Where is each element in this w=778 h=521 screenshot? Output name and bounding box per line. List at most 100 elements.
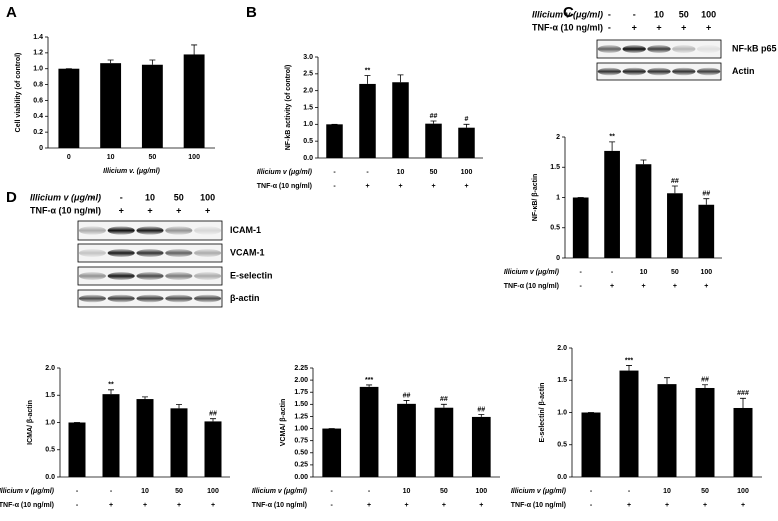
error-bar bbox=[107, 59, 114, 64]
y-tick-label: 2.0 bbox=[557, 345, 567, 352]
error-bar bbox=[364, 75, 371, 84]
treatment-value: - bbox=[333, 183, 336, 190]
y-tick-label: 0.6 bbox=[33, 97, 43, 104]
treatment-value: + bbox=[741, 502, 745, 509]
y-tick-label: 2.0 bbox=[45, 365, 55, 372]
y-tick-label: 1.2 bbox=[33, 50, 43, 57]
treatment-label: Illicium v (μg/ml) bbox=[30, 192, 101, 202]
treatment-value: + bbox=[119, 205, 124, 215]
treatment-value: + bbox=[706, 22, 711, 32]
blot-band bbox=[136, 272, 164, 280]
error-bar bbox=[430, 120, 437, 124]
bar bbox=[322, 428, 342, 477]
bar bbox=[204, 421, 222, 477]
blot-band bbox=[597, 45, 622, 53]
bar bbox=[102, 394, 120, 477]
treatment-value: - bbox=[120, 192, 123, 202]
blot-band bbox=[165, 249, 193, 257]
error-bar bbox=[703, 198, 710, 205]
treatment-value: - bbox=[76, 488, 79, 495]
significance: ** bbox=[365, 67, 371, 74]
bar bbox=[136, 399, 154, 477]
treatment-value: + bbox=[703, 502, 707, 509]
treatment-value: - bbox=[366, 169, 369, 176]
blot-band bbox=[622, 67, 646, 76]
significance: ## bbox=[209, 411, 217, 418]
error-bar bbox=[463, 123, 470, 128]
blot-band bbox=[647, 67, 671, 76]
band-label: NF-kB p65 bbox=[732, 43, 777, 53]
treatment-value: 100 bbox=[701, 9, 716, 19]
treatment-value: - bbox=[608, 22, 611, 32]
significance: ### bbox=[737, 390, 749, 397]
y-tick-label: 1.4 bbox=[33, 34, 43, 41]
y-tick-label: 0.5 bbox=[550, 225, 560, 232]
treatment-value: + bbox=[665, 502, 669, 509]
error-bar bbox=[609, 141, 616, 151]
blot-band bbox=[136, 249, 164, 257]
treatment-value: 50 bbox=[701, 488, 709, 495]
error-bar bbox=[403, 400, 410, 404]
treatment-value: 100 bbox=[737, 488, 749, 495]
bar bbox=[397, 403, 416, 477]
blot-band bbox=[672, 45, 696, 53]
treatment-value: - bbox=[368, 488, 371, 495]
error-bar bbox=[176, 404, 182, 409]
y-tick-label: 1.0 bbox=[45, 419, 55, 426]
significance: *** bbox=[625, 357, 633, 364]
error-bar bbox=[149, 59, 156, 65]
treatment-value: + bbox=[656, 22, 661, 32]
significance: ## bbox=[702, 191, 710, 198]
error-bar bbox=[640, 159, 647, 165]
treatment-value: - bbox=[91, 205, 94, 215]
y-tick-label: 1.0 bbox=[303, 121, 313, 128]
y-tick-label: 2.25 bbox=[294, 365, 308, 372]
bar bbox=[635, 164, 652, 258]
treatment-value: + bbox=[681, 22, 686, 32]
treatment-value: 100 bbox=[200, 192, 215, 202]
treatment-value: 10 bbox=[640, 269, 648, 276]
band-label: VCAM-1 bbox=[230, 247, 265, 257]
treatment-value: + bbox=[404, 502, 408, 509]
error-bar bbox=[210, 418, 216, 422]
y-axis-label: ICMA/ β-actin bbox=[27, 400, 34, 445]
treatment-label: TNF-α (10 ng/ml) bbox=[504, 283, 559, 290]
y-tick-label: 0.8 bbox=[33, 81, 43, 88]
y-tick-label: 2 bbox=[556, 134, 560, 141]
y-tick-label: 0.5 bbox=[557, 442, 567, 449]
significance: ** bbox=[108, 382, 114, 389]
treatment-value: 10 bbox=[141, 488, 149, 495]
x-tick-label: 50 bbox=[148, 154, 156, 161]
x-tick-label: 10 bbox=[107, 154, 115, 161]
treatment-value: - bbox=[608, 9, 611, 19]
error-bar bbox=[440, 403, 447, 408]
treatment-value: + bbox=[627, 502, 631, 509]
treatment-value: 50 bbox=[671, 269, 679, 276]
blot-band bbox=[165, 226, 193, 235]
treatment-value: + bbox=[367, 502, 371, 509]
treatment-value: - bbox=[333, 169, 336, 176]
y-tick-label: 0.0 bbox=[45, 474, 55, 481]
treatment-value: + bbox=[479, 502, 483, 509]
x-tick-label: 0 bbox=[67, 154, 71, 161]
significance: ## bbox=[477, 406, 485, 413]
treatment-value: + bbox=[143, 502, 147, 509]
significance: ## bbox=[671, 178, 679, 185]
y-tick-label: 0 bbox=[39, 145, 43, 152]
treatment-value: + bbox=[147, 205, 152, 215]
treatment-value: 50 bbox=[174, 192, 184, 202]
error-bar bbox=[671, 185, 678, 194]
y-tick-label: 1.5 bbox=[557, 377, 567, 384]
bar bbox=[141, 64, 163, 148]
treatment-label: TNF-α (10 ng/ml) bbox=[511, 502, 566, 509]
blot-band bbox=[647, 45, 671, 53]
y-tick-label: 0.0 bbox=[557, 474, 567, 481]
bar bbox=[425, 123, 442, 158]
blot-band bbox=[107, 294, 135, 303]
treatment-label: Illicium v (μg/ml) bbox=[511, 488, 567, 495]
panel-letter: D bbox=[6, 189, 17, 206]
bar bbox=[434, 407, 454, 477]
treatment-value: 50 bbox=[679, 9, 689, 19]
bar bbox=[68, 422, 86, 477]
